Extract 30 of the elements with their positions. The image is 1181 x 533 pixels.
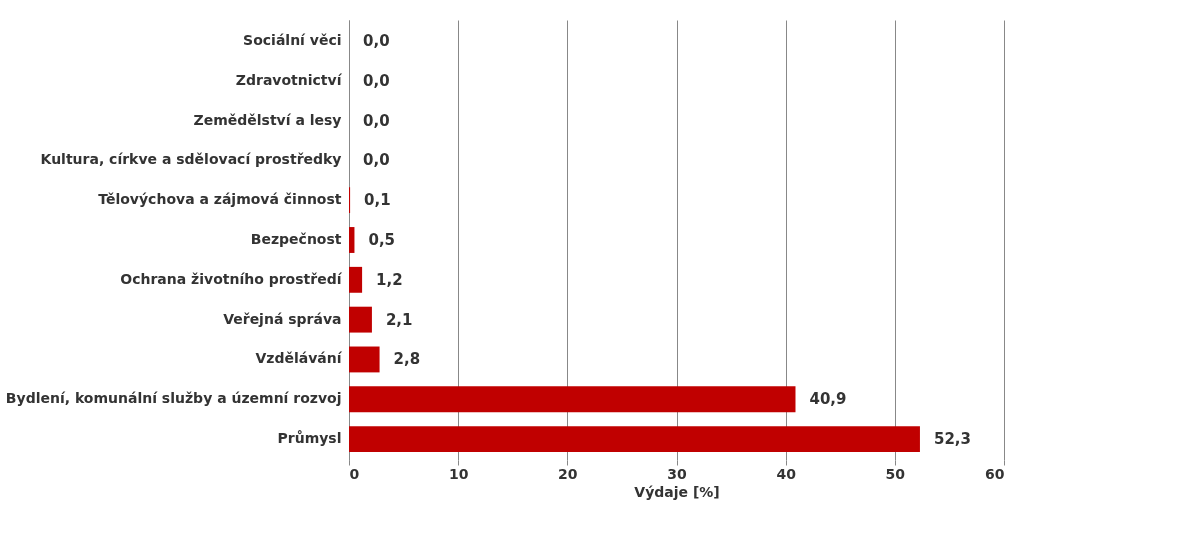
data-label: 40,9 xyxy=(809,390,847,409)
y-tick-label: Ochrana životního prostředí xyxy=(120,270,343,287)
y-tick-label: Zdravotnictví xyxy=(235,71,343,88)
x-tick-label: 10 xyxy=(448,465,469,482)
y-tick-label: Bydlení, komunální služby a územní rozvoj xyxy=(5,390,342,407)
y-tick-label: Kultura, církve a sdělovací prostředky xyxy=(40,151,342,168)
y-tick-label: Veřejná správa xyxy=(223,310,342,327)
data-label: 52,3 xyxy=(933,430,971,449)
data-label: 0,0 xyxy=(363,31,390,50)
data-label: 2,8 xyxy=(393,350,421,369)
data-label: 0,0 xyxy=(363,71,390,90)
y-tick-label: Sociální věci xyxy=(243,31,342,48)
x-axis-title: Výdaje [%] xyxy=(634,483,720,500)
data-label: 2,1 xyxy=(385,310,413,329)
data-label: 0,5 xyxy=(368,231,396,249)
data-label: 0,1 xyxy=(364,191,391,210)
x-tick-label: 50 xyxy=(885,465,906,482)
data-label: 0,0 xyxy=(363,151,390,170)
y-tick-label: Tělovýchova a zájmová činnost xyxy=(98,191,342,208)
y-tick-label: Průmysl xyxy=(277,430,342,447)
x-tick-label: 40 xyxy=(776,465,797,482)
y-tick-label: Vzdělávání xyxy=(255,350,343,367)
data-label: 1,2 xyxy=(376,270,403,289)
x-tick-label: 30 xyxy=(667,465,687,482)
y-tick-label: Bezpečnost xyxy=(250,231,342,247)
x-tick-label: 60 xyxy=(985,465,1005,482)
y-tick-label: Zemědělství a lesy xyxy=(193,111,342,128)
x-tick-label: 20 xyxy=(558,465,578,482)
data-label: 0,0 xyxy=(363,111,390,130)
x-tick-label: 0 xyxy=(349,465,360,482)
